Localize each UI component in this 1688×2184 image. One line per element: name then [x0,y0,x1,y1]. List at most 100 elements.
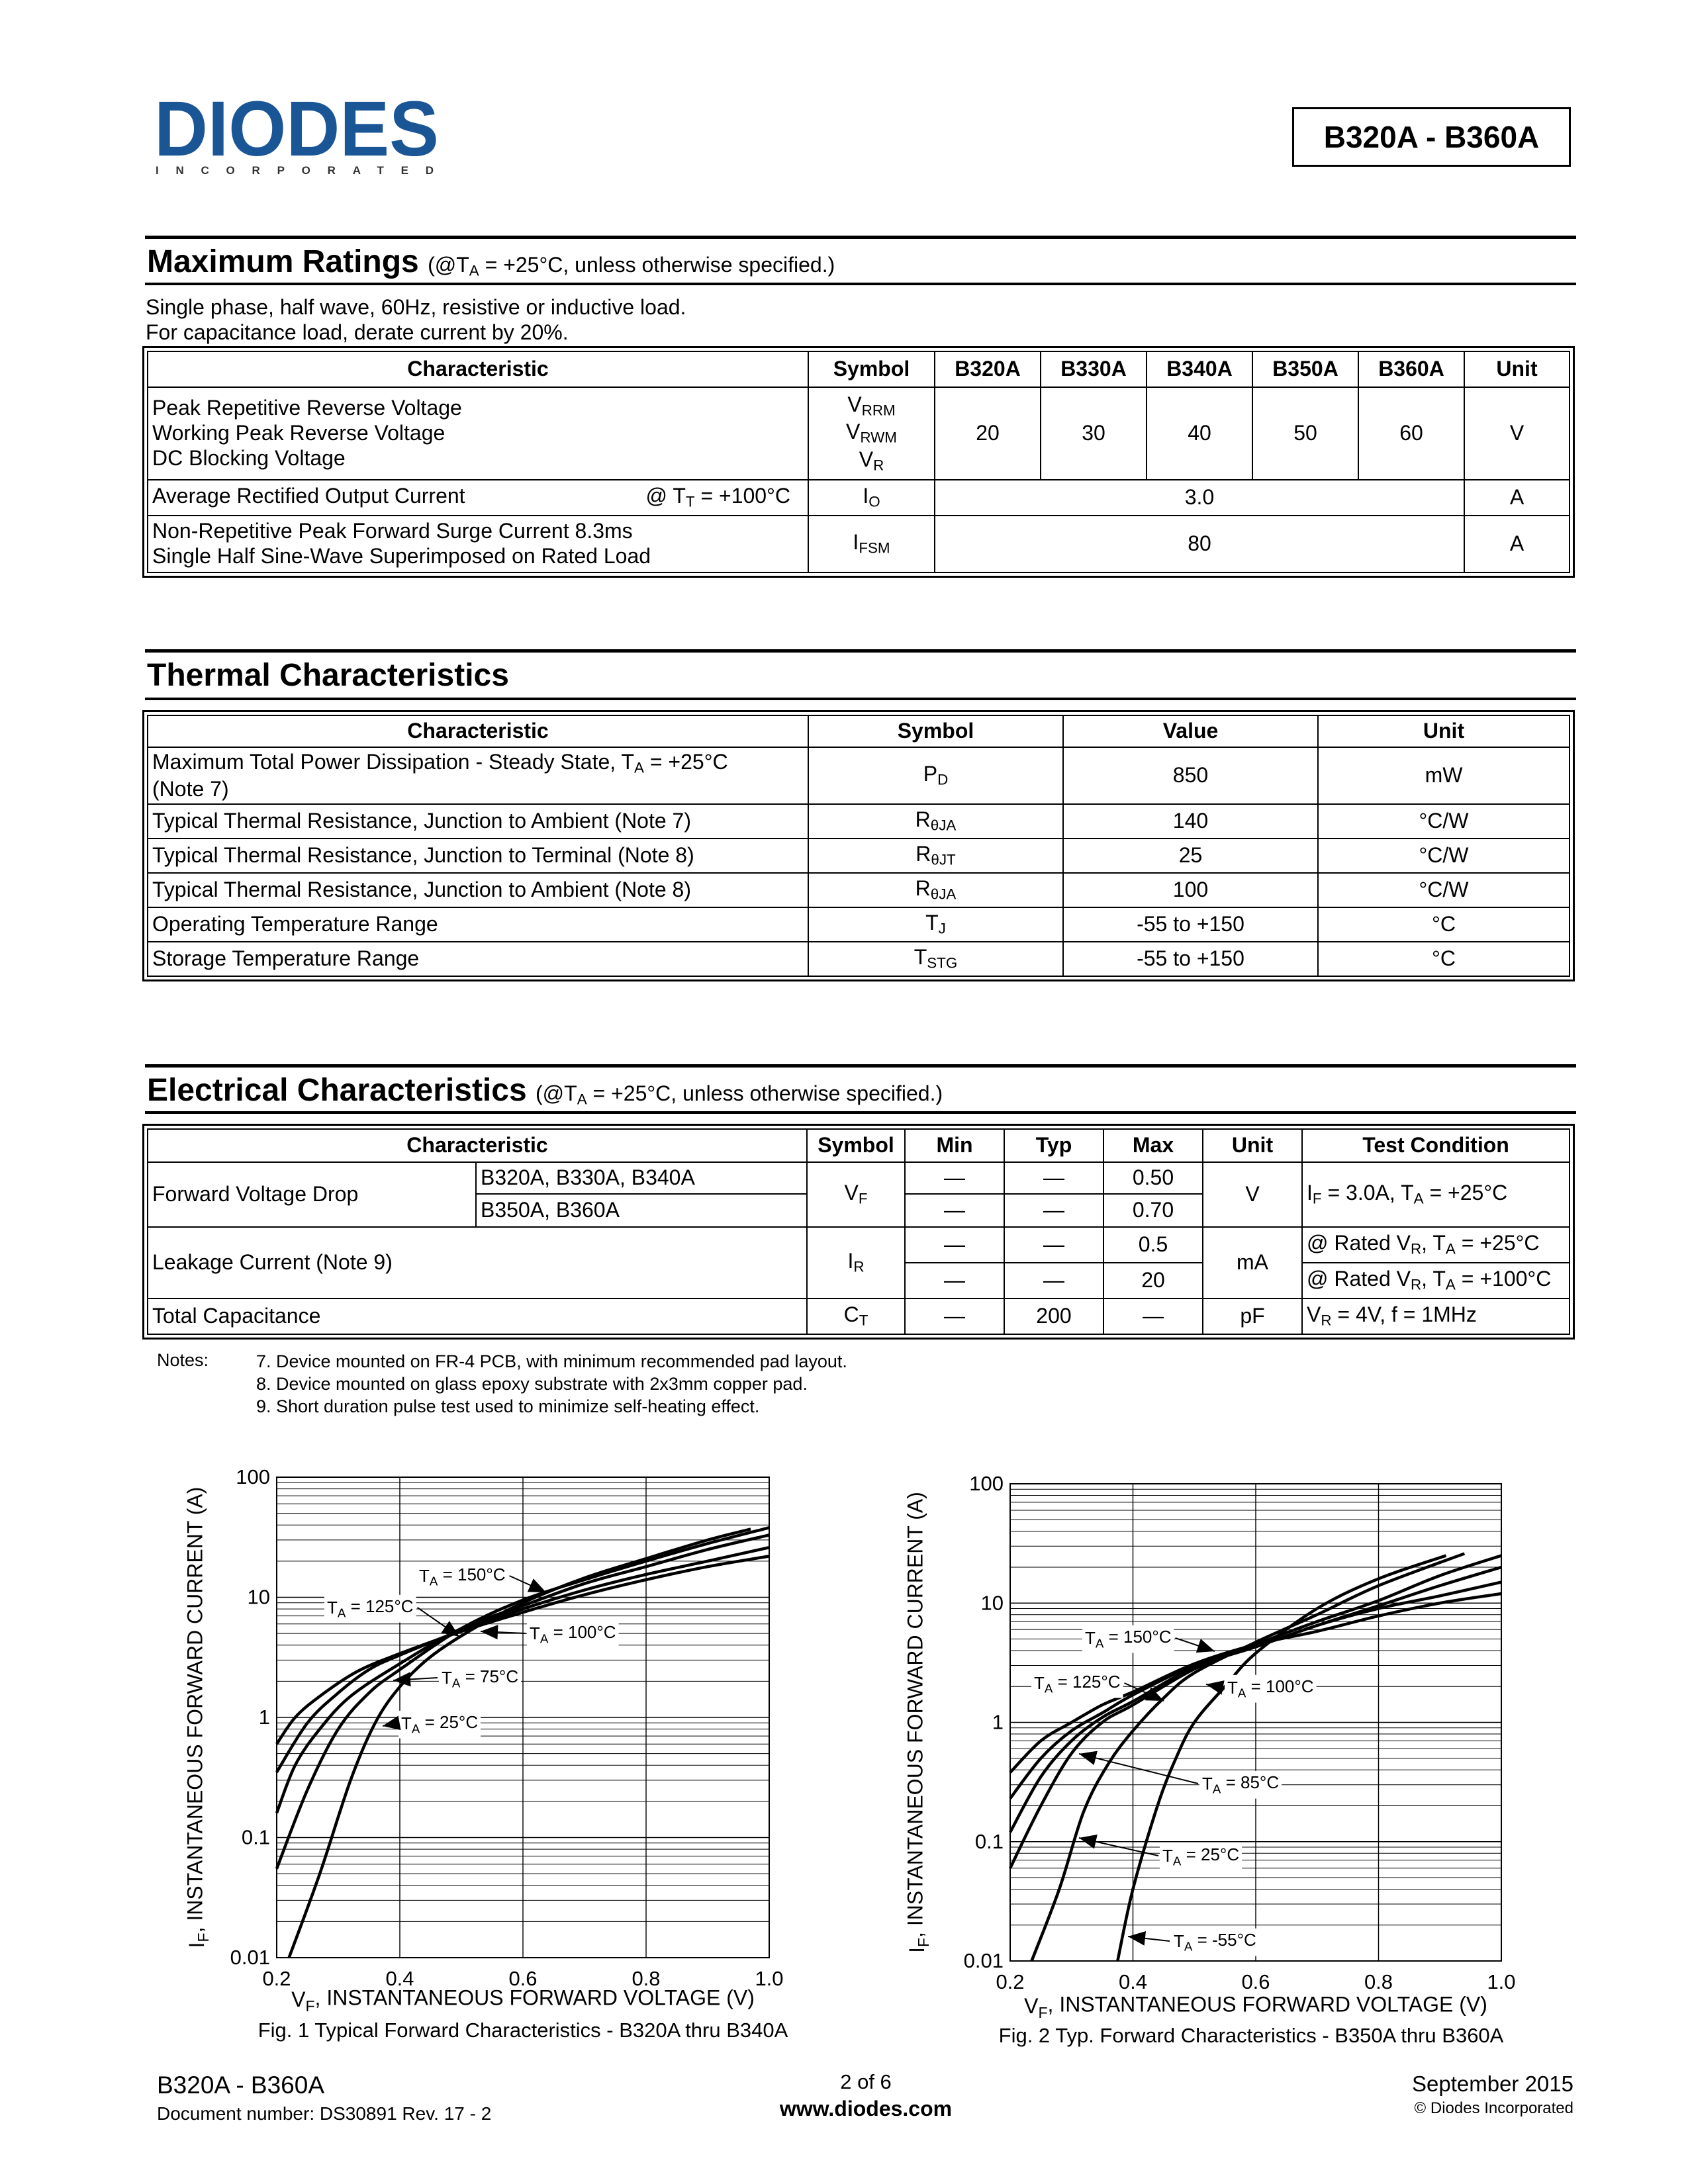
derate-note: For capacitance load, derate current by … [146,320,569,344]
subscript-text: A [430,1574,438,1588]
text-segment: V [847,392,862,417]
arrowhead-icon [1128,1931,1147,1946]
series-curve [1009,1592,1502,1774]
y-tick-label: 10 [248,1586,270,1609]
text-segment: V [846,420,861,444]
min-cell: — [904,1298,1005,1335]
value-cell: 100 [1062,872,1319,908]
table-header-row: Characteristic Symbol Min Typ Max Unit T… [147,1128,1570,1163]
electrical-table: Characteristic Symbol Min Typ Max Unit T… [142,1124,1575,1340]
x-tick-label: 0.2 [996,1970,1024,1993]
subscript-text: A [1173,1854,1182,1868]
subscript-text: A [1238,1686,1246,1700]
footer-doc-number: Document number: DS30891 Rev. 17 - 2 [157,2103,492,2124]
section-title: Electrical Characteristics [147,1073,527,1108]
note-item: 7. Device mounted on FR-4 PCB, with mini… [256,1351,847,1371]
cell-text: (Note 7) [152,776,229,801]
subscript-text: A [452,1676,461,1690]
text-segment: = +25°C [1423,1181,1508,1205]
text-segment: P [923,762,938,786]
footer-date: September 2015 [1411,2071,1573,2096]
arrowhead-icon [393,1672,411,1687]
text-segment: (@T [536,1081,577,1105]
symbol-cell: PD [808,747,1064,805]
subscript-text: A [1445,1241,1456,1258]
series-label: TA = 25°C [401,1712,478,1736]
symbol: VRRM [813,392,930,420]
text-segment: = 85°C [1221,1772,1279,1792]
unit-cell: °C/W [1317,803,1570,839]
text-segment: T [442,1668,452,1688]
cell-text: Typical Thermal Resistance, Junction to … [152,878,804,903]
table-row: Typical Thermal Resistance, Junction to … [147,872,1570,908]
text-segment: (@T [428,253,469,277]
col-header: B350A [1252,351,1359,388]
subscript-text: F [858,1191,868,1208]
subscript-text: A [540,1632,549,1646]
text-segment: Maximum Total Power Dissipation - Steady… [152,749,634,774]
y-axis-title: IF, INSTANTANEOUS FORWARD CURRENT (A) [183,1487,212,1948]
text-segment: = 25°C [1181,1844,1239,1864]
typ-cell: — [1004,1161,1104,1195]
value-cell: 60 [1358,387,1465,480]
table-header-row: Characteristic Symbol B320A B330A B340A … [147,351,1570,388]
subscript-text: A [1213,1782,1221,1796]
col-header: Min [904,1128,1005,1163]
max-cell: 20 [1103,1262,1203,1299]
y-tick-label: 0.1 [242,1826,270,1849]
value-cell: 50 [1252,387,1359,480]
text-segment: V [1024,1994,1039,2018]
text-segment: I [905,1947,929,1953]
x-tick-label: 0.8 [632,1967,660,1990]
subscript-text: D [937,772,949,789]
arrowhead-icon [481,1625,498,1640]
text-segment: = 125°C [346,1596,413,1616]
footer-part: B320A - B360A [157,2071,325,2099]
footer-website-link[interactable]: www.diodes.com [779,2097,953,2120]
series-curve [275,1545,770,1773]
arrowhead-icon [1206,1680,1225,1695]
subscript-text: θJA [930,886,957,903]
text-segment: T [1162,1846,1173,1866]
x-tick-label: 0.8 [1364,1970,1393,1993]
text-segment: I [185,1942,209,1948]
unit-cell: V [1202,1161,1303,1228]
cell-text: Typical Thermal Resistance, Junction to … [152,843,804,868]
subscript-text: F [195,1933,212,1942]
characteristic-cell: Maximum Total Power Dissipation - Steady… [147,747,809,805]
col-header: Symbol [806,1128,906,1163]
cell-text: Single Half Sine-Wave Superimposed on Ra… [152,544,651,568]
unit-cell: mA [1202,1226,1303,1299]
notes-label: Notes: [157,1350,209,1370]
subscript-text: A [1445,1277,1456,1294]
unit-cell: °C/W [1317,838,1570,874]
symbol-cell: TSTG [808,941,1064,977]
section-condition: (@TA = +25°C, unless otherwise specified… [536,1081,943,1108]
max-ratings-table: Characteristic Symbol B320A B330A B340A … [142,346,1575,578]
series-label-background [1160,1843,1243,1871]
subscript-text: STG [927,955,958,972]
condition-text: @ TT = +100°C [646,484,790,511]
test-condition-cell: IF = 3.0A, TA = +25°C [1301,1161,1570,1228]
series-label: TA = 85°C [1202,1772,1279,1796]
y-tick-label: 10 [981,1591,1004,1614]
table-row: B350A, B360A — — 0.70 [148,1193,1570,1228]
cell-text: Average Rectified Output Current [152,484,465,508]
unit-cell: A [1464,479,1570,516]
characteristic-cell: Non-Repetitive Peak Forward Surge Curren… [147,515,809,573]
text-segment: = 150°C [1103,1627,1171,1647]
series-label: TA = 125°C [1034,1672,1121,1696]
characteristic-cell: Peak Repetitive Reverse Voltage Working P… [147,387,809,480]
text-segment: , T [1421,1267,1446,1291]
col-header: B330A [1040,351,1147,388]
typ-cell: — [1004,1226,1104,1263]
text-segment: R [915,807,931,832]
series-label: TA = -55°C [1174,1930,1256,1954]
series-curve [275,1526,770,1870]
variant-cell: B350A, B360A [475,1193,808,1228]
col-header: B340A [1146,351,1253,388]
text-segment: I [1307,1181,1313,1205]
text-segment: = 100°C [1246,1676,1313,1696]
